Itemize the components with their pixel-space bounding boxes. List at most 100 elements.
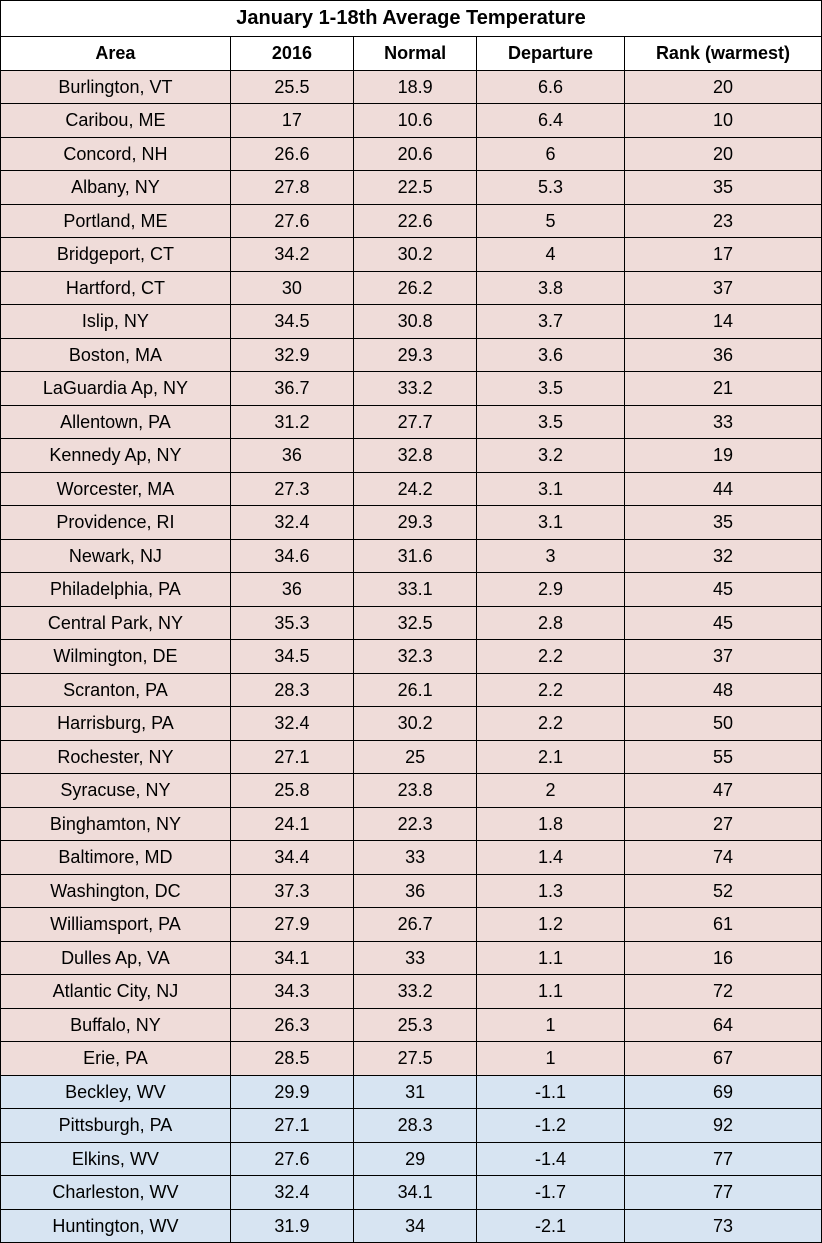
cell-rank: 45 [624,573,821,607]
cell-2016: 30 [230,271,353,305]
cell-departure: 3.8 [477,271,625,305]
cell-rank: 37 [624,271,821,305]
cell-normal: 27.5 [354,1042,477,1076]
cell-area: Albany, NY [1,171,231,205]
table-row: Binghamton, NY24.122.31.827 [1,807,822,841]
table-row: Buffalo, NY26.325.3164 [1,1008,822,1042]
cell-rank: 10 [624,104,821,138]
cell-area: Beckley, WV [1,1075,231,1109]
cell-rank: 74 [624,841,821,875]
cell-normal: 23.8 [354,774,477,808]
cell-rank: 20 [624,137,821,171]
cell-2016: 28.3 [230,673,353,707]
cell-area: Boston, MA [1,338,231,372]
cell-normal: 30.2 [354,707,477,741]
table-row: Wilmington, DE34.532.32.237 [1,640,822,674]
cell-2016: 25.8 [230,774,353,808]
cell-departure: -1.1 [477,1075,625,1109]
cell-2016: 37.3 [230,874,353,908]
table-row: Huntington, WV31.934-2.173 [1,1209,822,1243]
cell-departure: 3.5 [477,405,625,439]
cell-normal: 33 [354,841,477,875]
cell-normal: 33.2 [354,372,477,406]
cell-departure: 1.2 [477,908,625,942]
cell-departure: 2.8 [477,606,625,640]
cell-rank: 48 [624,673,821,707]
col-header-normal: Normal [354,37,477,71]
cell-normal: 31 [354,1075,477,1109]
cell-departure: 6 [477,137,625,171]
table-row: Beckley, WV29.931-1.169 [1,1075,822,1109]
cell-2016: 35.3 [230,606,353,640]
title-row: January 1-18th Average Temperature [1,1,822,37]
cell-departure: 3.5 [477,372,625,406]
cell-2016: 26.3 [230,1008,353,1042]
cell-departure: 1.1 [477,941,625,975]
table-row: Philadelphia, PA3633.12.945 [1,573,822,607]
table-row: Harrisburg, PA32.430.22.250 [1,707,822,741]
cell-rank: 77 [624,1176,821,1210]
cell-area: Elkins, WV [1,1142,231,1176]
cell-departure: 3.1 [477,472,625,506]
cell-area: Allentown, PA [1,405,231,439]
cell-departure: 6.6 [477,70,625,104]
cell-rank: 17 [624,238,821,272]
cell-2016: 28.5 [230,1042,353,1076]
cell-2016: 27.6 [230,1142,353,1176]
cell-2016: 27.8 [230,171,353,205]
cell-area: Philadelphia, PA [1,573,231,607]
cell-area: LaGuardia Ap, NY [1,372,231,406]
cell-2016: 36 [230,573,353,607]
cell-area: Charleston, WV [1,1176,231,1210]
cell-rank: 37 [624,640,821,674]
col-header-departure: Departure [477,37,625,71]
cell-area: Baltimore, MD [1,841,231,875]
cell-rank: 27 [624,807,821,841]
cell-departure: 5 [477,204,625,238]
cell-rank: 14 [624,305,821,339]
cell-departure: 1.1 [477,975,625,1009]
cell-2016: 34.2 [230,238,353,272]
cell-2016: 32.4 [230,707,353,741]
cell-departure: 3.2 [477,439,625,473]
cell-2016: 31.9 [230,1209,353,1243]
table-row: Portland, ME27.622.6523 [1,204,822,238]
cell-2016: 32.9 [230,338,353,372]
cell-area: Binghamton, NY [1,807,231,841]
cell-departure: 1.8 [477,807,625,841]
cell-normal: 31.6 [354,539,477,573]
cell-departure: -1.2 [477,1109,625,1143]
cell-area: Bridgeport, CT [1,238,231,272]
table-row: Providence, RI32.429.33.135 [1,506,822,540]
table-row: Atlantic City, NJ34.333.21.172 [1,975,822,1009]
cell-departure: -1.4 [477,1142,625,1176]
cell-departure: 3.6 [477,338,625,372]
cell-departure: -1.7 [477,1176,625,1210]
cell-rank: 19 [624,439,821,473]
cell-departure: 1 [477,1042,625,1076]
cell-area: Islip, NY [1,305,231,339]
cell-normal: 25.3 [354,1008,477,1042]
cell-normal: 25 [354,740,477,774]
cell-2016: 25.5 [230,70,353,104]
cell-normal: 10.6 [354,104,477,138]
cell-2016: 27.9 [230,908,353,942]
cell-departure: 6.4 [477,104,625,138]
cell-area: Scranton, PA [1,673,231,707]
cell-area: Harrisburg, PA [1,707,231,741]
cell-departure: 3.7 [477,305,625,339]
cell-2016: 27.1 [230,1109,353,1143]
cell-area: Syracuse, NY [1,774,231,808]
cell-2016: 24.1 [230,807,353,841]
cell-area: Williamsport, PA [1,908,231,942]
cell-normal: 26.1 [354,673,477,707]
cell-2016: 34.1 [230,941,353,975]
cell-area: Dulles Ap, VA [1,941,231,975]
cell-normal: 22.5 [354,171,477,205]
cell-area: Newark, NJ [1,539,231,573]
cell-normal: 20.6 [354,137,477,171]
table-row: Allentown, PA31.227.73.533 [1,405,822,439]
col-header-area: Area [1,37,231,71]
cell-normal: 29.3 [354,338,477,372]
cell-rank: 23 [624,204,821,238]
